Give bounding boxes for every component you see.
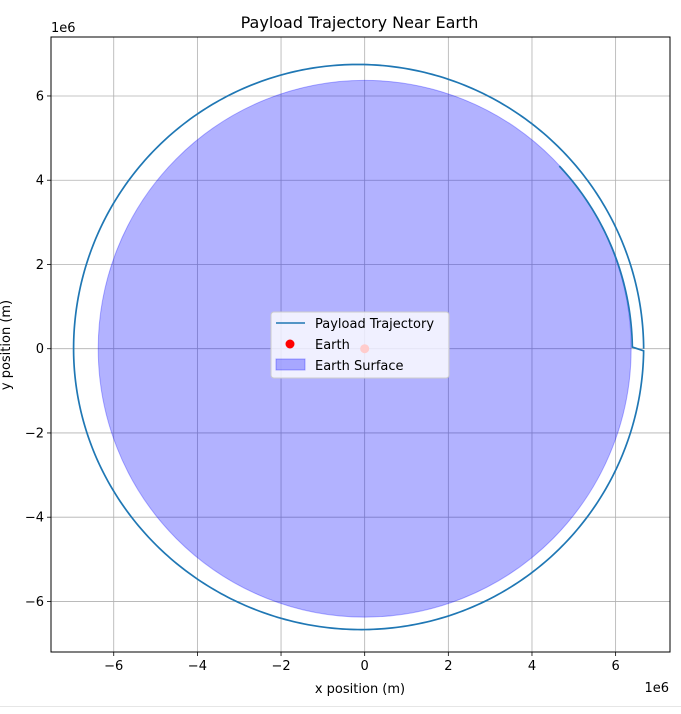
- y-tick-label-5: 4: [36, 174, 44, 189]
- y-tick-label-6: 6: [36, 89, 44, 104]
- x-tick-label-5: 4: [528, 659, 536, 674]
- legend-surface-swatch: [275, 358, 306, 371]
- y-tick-label-4: 2: [36, 258, 44, 273]
- y-tick-label-2: −2: [25, 426, 44, 441]
- legend-trajectory-label: Payload Trajectory: [315, 317, 434, 332]
- y-offset-text: 1e6: [51, 21, 76, 36]
- x-tick-label-2: −2: [271, 659, 290, 674]
- y-tick-label-0: −6: [25, 595, 44, 610]
- x-axis-label: x position (m): [315, 682, 405, 697]
- x-tick-label-3: 0: [361, 659, 369, 674]
- legend-box: [270, 311, 450, 379]
- x-tick-label-0: −6: [104, 659, 123, 674]
- axes-frame: [50, 36, 671, 653]
- payload-trajectory-line: [72, 63, 645, 631]
- x-tick-label-6: 6: [611, 659, 619, 674]
- x-offset-text: 1e6: [644, 681, 669, 696]
- legend-earth-swatch: [285, 339, 295, 349]
- y-axis-label: y position (m): [0, 300, 14, 390]
- legend-surface-label: Earth Surface: [315, 359, 404, 374]
- axis-ticks: −6 −4 −2 0 2 4 6 −6 −4 −2 0 2 4 6: [25, 89, 620, 674]
- y-tick-label-3: 0: [36, 342, 44, 357]
- x-tick-label-4: 2: [444, 659, 452, 674]
- legend: Payload Trajectory Earth Earth Surface: [270, 311, 450, 379]
- bottom-divider: [0, 706, 681, 707]
- y-tick-label-1: −4: [25, 511, 44, 526]
- x-tick-label-1: −4: [188, 659, 207, 674]
- legend-earth-label: Earth: [315, 338, 350, 353]
- chart-title: Payload Trajectory Near Earth: [241, 13, 479, 32]
